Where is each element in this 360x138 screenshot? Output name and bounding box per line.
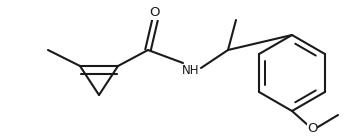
- Text: O: O: [307, 123, 317, 136]
- Text: O: O: [150, 6, 160, 19]
- Text: NH: NH: [182, 63, 200, 76]
